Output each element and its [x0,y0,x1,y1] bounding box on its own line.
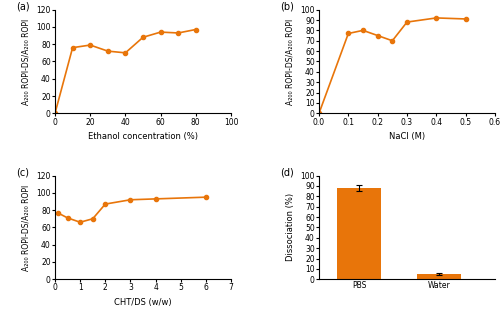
X-axis label: Ethanol concentration (%): Ethanol concentration (%) [88,132,198,141]
Bar [417,274,461,279]
Y-axis label: A₂₀₀ ROPI-DS/A₂₀₀ ROPI: A₂₀₀ ROPI-DS/A₂₀₀ ROPI [22,184,31,271]
Y-axis label: A₂₀₀ ROPI-DS/A₂₀₀ ROPI: A₂₀₀ ROPI-DS/A₂₀₀ ROPI [286,18,295,105]
Text: (b): (b) [280,1,294,11]
Text: (a): (a) [16,1,30,11]
X-axis label: NaCl (M): NaCl (M) [389,132,425,141]
Bar [337,188,381,279]
Y-axis label: A₂₀₀ ROPI-DS/A₂₀₀ ROPI: A₂₀₀ ROPI-DS/A₂₀₀ ROPI [22,18,31,105]
Y-axis label: Dissociation (%): Dissociation (%) [286,193,295,262]
Text: (c): (c) [16,167,30,177]
X-axis label: CHT/DS (w/w): CHT/DS (w/w) [114,298,172,307]
Text: (d): (d) [280,167,294,177]
